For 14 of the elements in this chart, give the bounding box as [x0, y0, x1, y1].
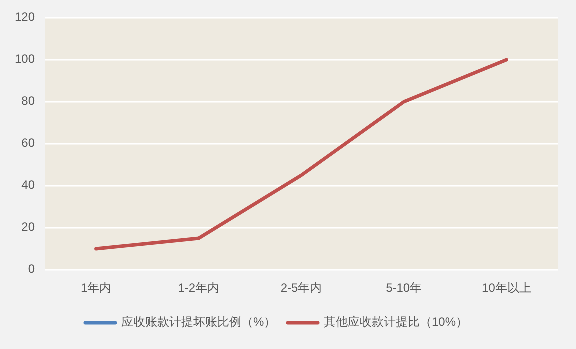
ytick: 20 [22, 220, 35, 234]
legend-label: 其他应收款计提比（10%） [324, 315, 468, 330]
xtick: 1-2年内 [178, 281, 220, 296]
xtick: 1年内 [80, 281, 112, 296]
ytick: 80 [22, 94, 35, 108]
xtick: 2-5年内 [280, 281, 322, 296]
legend-label: 应收账款计提坏账比例（%） [122, 315, 276, 330]
ytick: 40 [22, 178, 35, 192]
xtick: 10年以上 [482, 281, 532, 296]
ytick: 100 [14, 52, 35, 66]
xtick: 5-10年 [386, 281, 422, 296]
ytick: 0 [28, 262, 35, 276]
ytick: 60 [22, 136, 35, 150]
ytick: 120 [14, 10, 35, 24]
